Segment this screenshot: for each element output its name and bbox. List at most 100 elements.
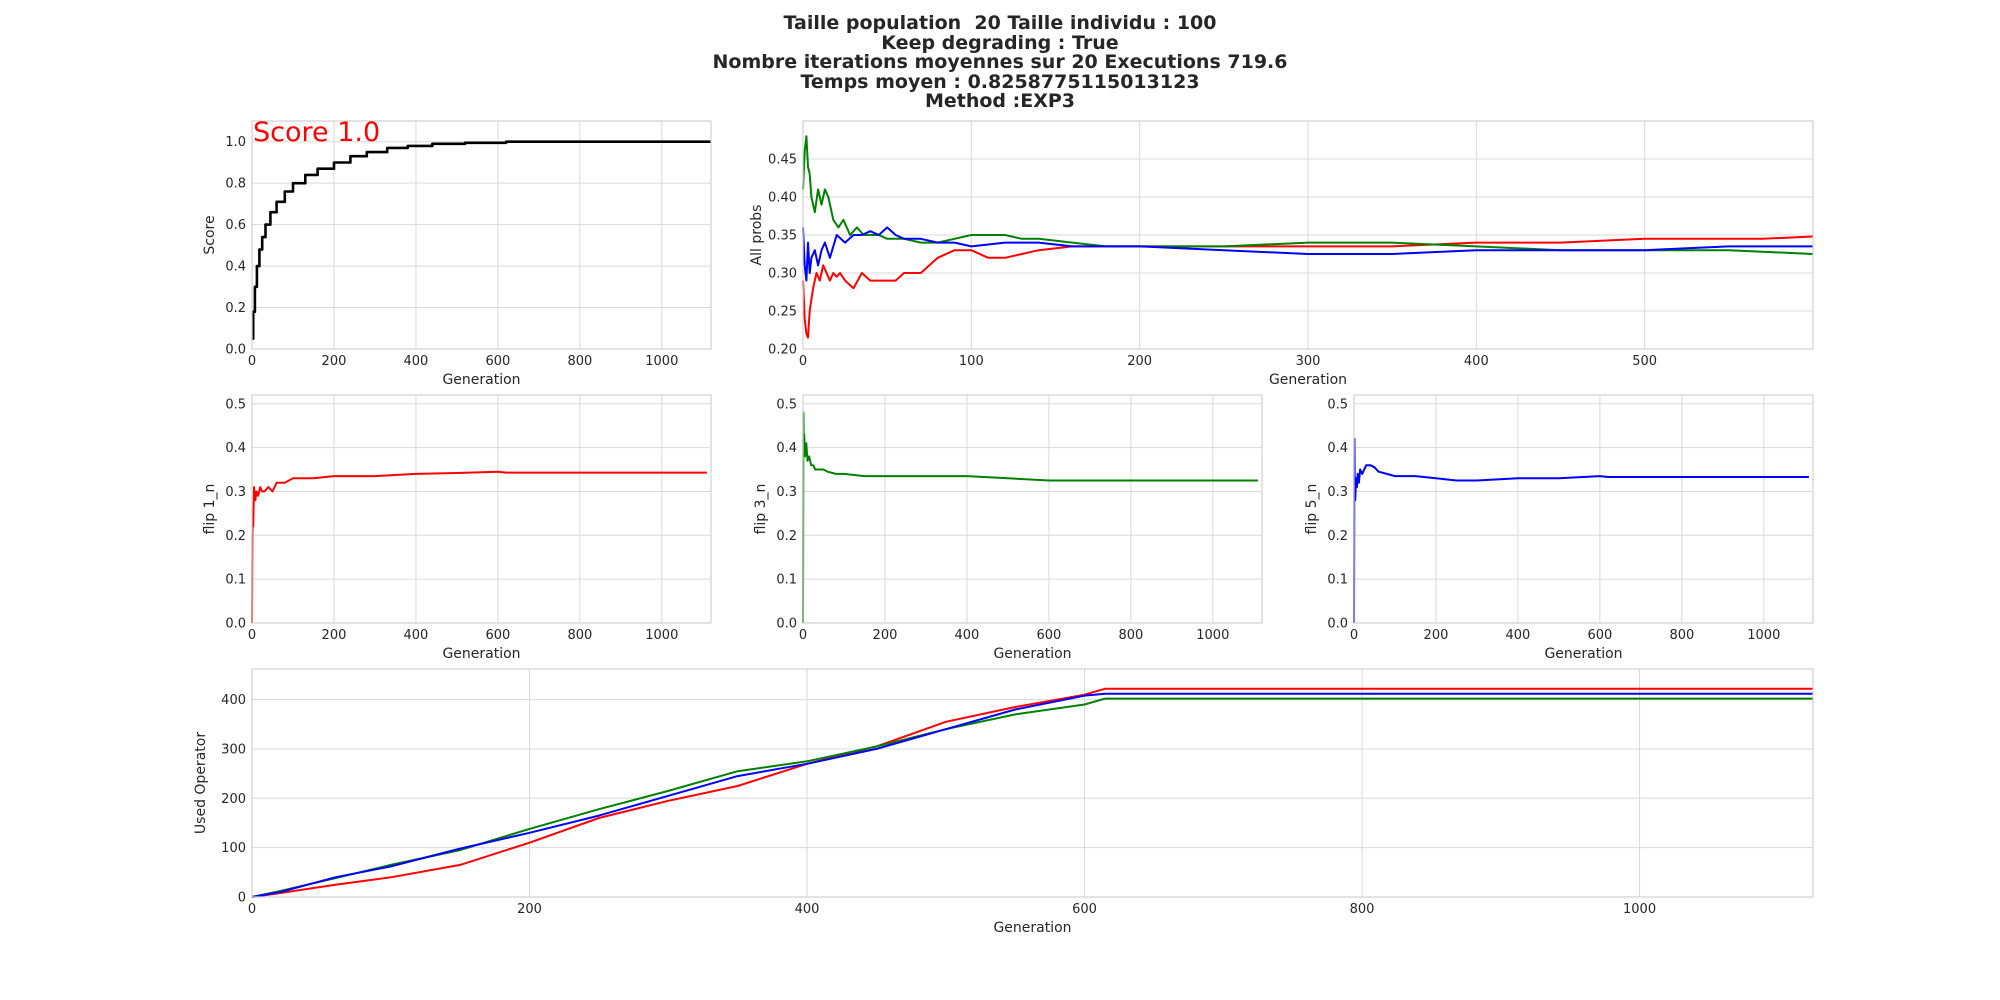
y-axis-label: flip 1_n — [202, 484, 218, 535]
y-tick-label: 0 — [238, 891, 246, 906]
y-axis-label: flip 5_n — [1304, 484, 1320, 535]
y-tick-label: 0.6 — [225, 218, 246, 233]
y-tick-label: 0.4 — [1327, 441, 1348, 456]
y-tick-label: 300 — [221, 742, 246, 757]
y-tick-label: 0.2 — [225, 301, 246, 316]
y-tick-label: 0.5 — [776, 397, 797, 412]
x-axis-label: Generation — [993, 646, 1071, 662]
x-axis-label: Generation — [1544, 646, 1622, 662]
x-tick-label: 0 — [799, 628, 807, 643]
x-tick-label: 200 — [1127, 354, 1152, 369]
y-tick-label: 0.0 — [776, 617, 797, 632]
y-tick-label: 0.2 — [1327, 529, 1348, 544]
y-tick-label: 0.2 — [225, 529, 246, 544]
x-axis-label: Generation — [993, 920, 1071, 936]
y-tick-label: 0.3 — [776, 485, 797, 500]
y-tick-label: 0.4 — [225, 260, 246, 275]
y-tick-label: 0.0 — [225, 343, 246, 358]
y-axis-label: All probs — [749, 205, 765, 266]
series-line-used-2 — [251, 692, 1813, 898]
y-tick-label: 0.4 — [776, 441, 797, 456]
y-tick-label: 0.1 — [776, 573, 797, 588]
y-tick-label: 0.2 — [776, 529, 797, 544]
series-line-flip1-0 — [251, 470, 707, 624]
y-tick-label: 0.35 — [768, 229, 797, 244]
x-tick-label: 500 — [1632, 354, 1657, 369]
x-tick-label: 600 — [485, 354, 510, 369]
x-tick-label: 400 — [795, 902, 820, 917]
title-line-1: Taille population 20 Taille individu : 1… — [783, 12, 1217, 34]
plot-frame — [802, 120, 1814, 350]
y-tick-label: 0.8 — [225, 177, 246, 192]
y-tick-label: 0.30 — [768, 267, 797, 282]
y-axis-label: flip 3_n — [753, 484, 769, 535]
x-tick-label: 600 — [1587, 628, 1612, 643]
x-tick-label: 200 — [322, 628, 347, 643]
y-tick-label: 100 — [221, 841, 246, 856]
plot-frame — [251, 394, 712, 624]
x-tick-label: 0 — [1350, 628, 1358, 643]
x-axis-label: Generation — [442, 646, 520, 662]
x-tick-label: 800 — [567, 628, 592, 643]
x-tick-label: 400 — [404, 628, 429, 643]
y-tick-label: 0.20 — [768, 343, 797, 358]
y-tick-label: 0.1 — [225, 573, 246, 588]
chart-allprobs: 0 100 200 300 400 500 0.20 0.25 0.30 0.35 0.40 0.45… — [749, 120, 1814, 388]
x-tick-label: 600 — [485, 628, 510, 643]
x-tick-label: 0 — [799, 354, 807, 369]
y-tick-label: 0.5 — [1327, 397, 1348, 412]
plot-frame — [251, 668, 1814, 898]
x-tick-label: 400 — [404, 354, 429, 369]
x-tick-label: 800 — [1669, 628, 1694, 643]
series-line-allprobs-1 — [802, 135, 1814, 255]
x-tick-label: 800 — [1350, 902, 1375, 917]
x-tick-label: 200 — [873, 628, 898, 643]
x-tick-label: 1000 — [645, 354, 678, 369]
y-tick-label: 0.1 — [1327, 573, 1348, 588]
y-tick-label: 0.4 — [225, 441, 246, 456]
title-line-2: Keep degrading : True — [881, 31, 1119, 54]
series-line-allprobs-2 — [802, 226, 1813, 282]
x-tick-label: 300 — [1296, 354, 1321, 369]
score-annotation: Score 1.0 — [253, 117, 380, 148]
x-tick-label: 1000 — [1623, 902, 1656, 917]
series-line-used-0 — [251, 687, 1813, 898]
x-tick-label: 400 — [955, 628, 980, 643]
x-tick-label: 400 — [1464, 354, 1489, 369]
y-tick-label: 200 — [221, 792, 246, 807]
x-axis-label: Generation — [442, 372, 520, 388]
chart-flip5: 0 200 400 600 800 1000 0.0 0.1 0.2 0.3 0.4 0.5 Gener… — [1304, 394, 1814, 662]
series-line-flip5-0 — [1353, 437, 1809, 624]
y-tick-label: 400 — [221, 693, 246, 708]
y-tick-label: 1.0 — [225, 135, 246, 150]
y-tick-label: 0.40 — [768, 191, 797, 206]
x-tick-label: 200 — [322, 354, 347, 369]
x-tick-label: 200 — [517, 902, 542, 917]
title-line-4: Temps moyen : 0.8258775115013123 — [800, 70, 1200, 93]
x-tick-label: 600 — [1036, 628, 1061, 643]
y-tick-label: 0.0 — [225, 617, 246, 632]
figure-title: Taille population 20 Taille individu : 1… — [0, 12, 2000, 112]
x-tick-label: 1000 — [1747, 628, 1780, 643]
x-tick-label: 1000 — [1196, 628, 1229, 643]
plot-frame — [802, 394, 1263, 624]
chart-flip1: 0 200 400 600 800 1000 0.0 0.1 0.2 0.3 0.4 0.5 Gener… — [202, 394, 712, 662]
y-tick-label: 0.5 — [225, 397, 246, 412]
x-tick-label: 1000 — [645, 628, 678, 643]
x-tick-label: 100 — [959, 354, 984, 369]
y-tick-label: 0.25 — [768, 305, 797, 320]
x-tick-label: 800 — [1118, 628, 1143, 643]
series-line-allprobs-0 — [802, 235, 1814, 339]
series-line-score-0 — [251, 140, 711, 340]
chart-used: 0 200 400 600 800 1000 0 100 200 300 400 Generation… — [193, 668, 1814, 936]
y-tick-label: 0.3 — [225, 485, 246, 500]
y-tick-label: 0.3 — [1327, 485, 1348, 500]
x-tick-label: 0 — [248, 902, 256, 917]
series-line-flip3-0 — [802, 411, 1258, 624]
chart-score: 0 200 400 600 800 1000 0.0 0.2 0.4 0.6 0.8 1.0 Gener… — [202, 117, 712, 388]
y-tick-label: 0.0 — [1327, 617, 1348, 632]
title-line-3: Nombre iterations moyennes sur 20 Execut… — [712, 51, 1288, 73]
chart-flip3: 0 200 400 600 800 1000 0.0 0.1 0.2 0.3 0.4 0.5 Gener… — [753, 394, 1263, 662]
x-tick-label: 600 — [1072, 902, 1097, 917]
x-tick-label: 200 — [1424, 628, 1449, 643]
